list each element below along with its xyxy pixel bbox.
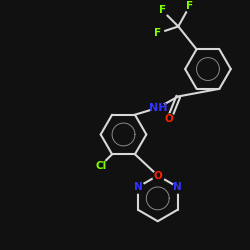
Text: F: F	[159, 6, 166, 16]
Text: F: F	[154, 28, 161, 38]
Text: NH: NH	[148, 103, 167, 113]
Text: F: F	[186, 1, 193, 11]
Text: N: N	[173, 182, 182, 192]
Text: O: O	[165, 114, 173, 124]
Text: N: N	[134, 182, 142, 192]
Text: O: O	[154, 170, 162, 180]
Text: Cl: Cl	[95, 161, 106, 171]
